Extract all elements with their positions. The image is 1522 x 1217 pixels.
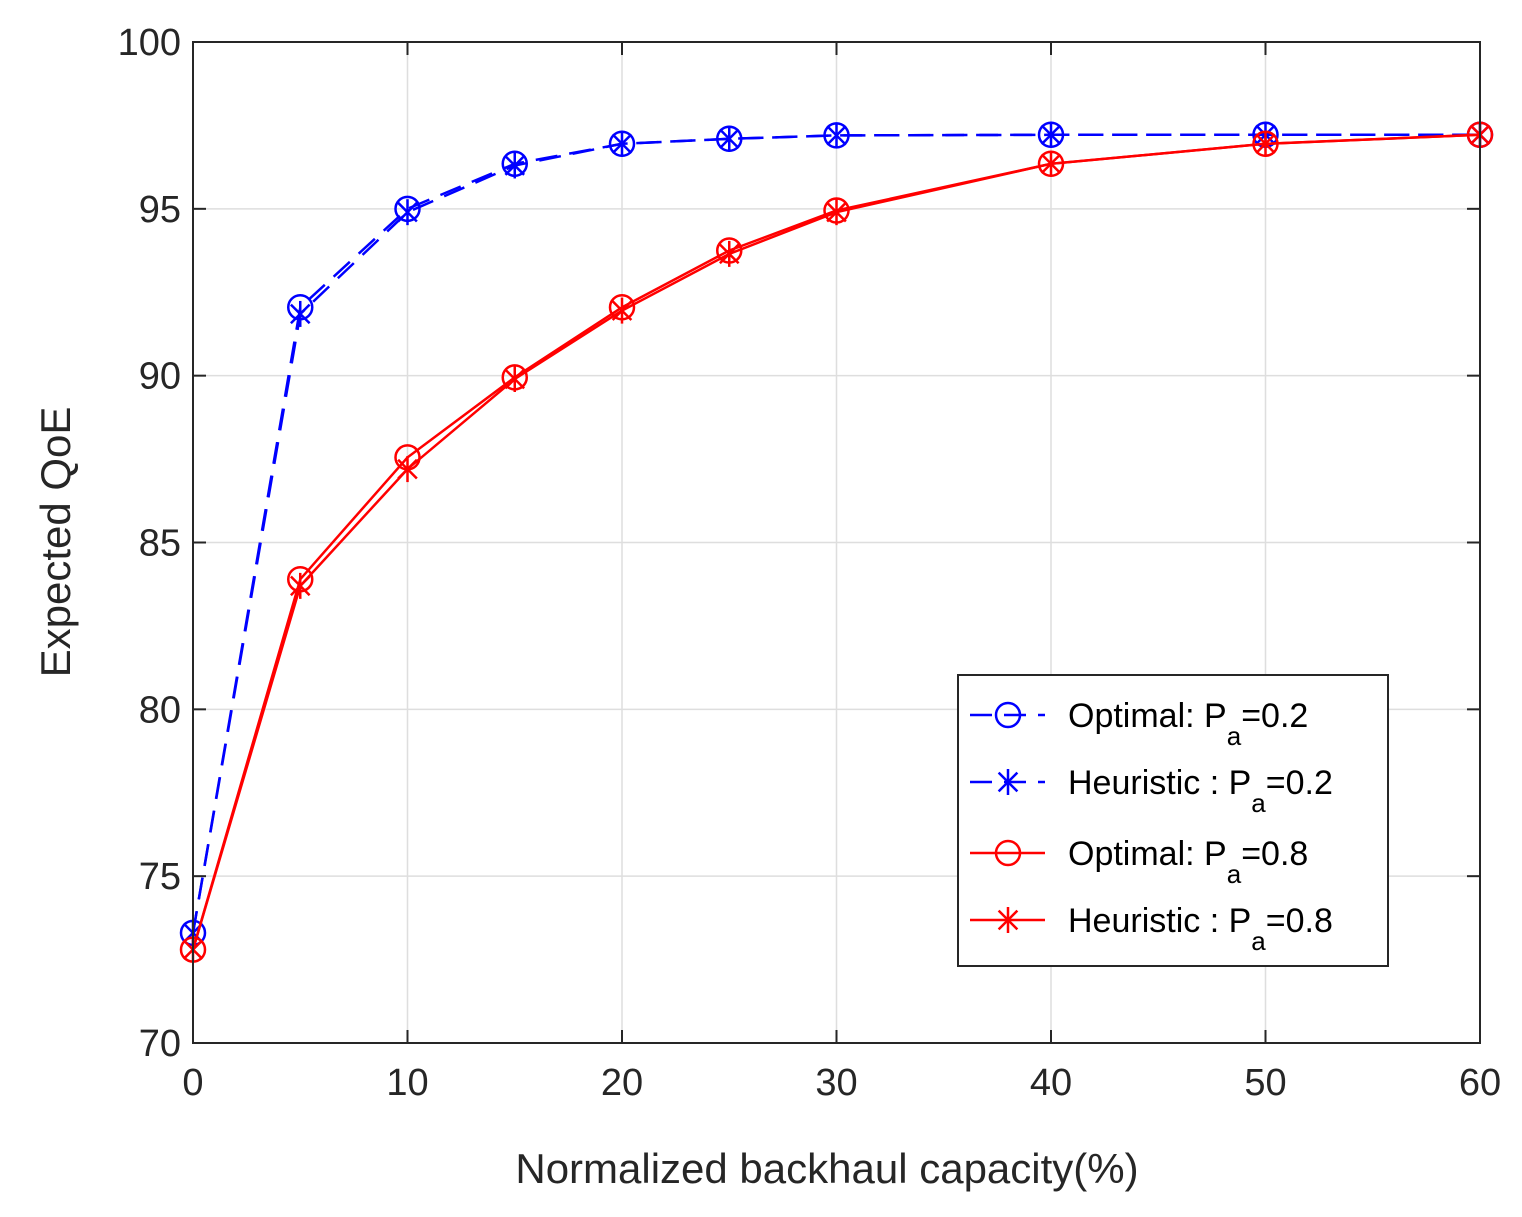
data-point-star [611, 130, 633, 157]
x-tick-label: 30 [815, 1062, 857, 1104]
legend-label-subscript: a [1227, 721, 1242, 751]
legend-box [957, 674, 1389, 967]
y-tick-label: 90 [139, 356, 181, 398]
legend-marker-star [997, 907, 1019, 933]
data-point-star [504, 366, 525, 393]
legend-marker-star [997, 769, 1019, 795]
legend-label-main: Heuristic : P [1068, 902, 1251, 940]
y-tick-label: 95 [139, 189, 181, 231]
legend-label: Heuristic : Pa=0.2 [1068, 764, 1333, 818]
star-stroke [504, 368, 525, 390]
series-layer [179, 121, 1494, 963]
series-line [191, 133, 1480, 934]
legend-label-subscript: a [1251, 926, 1266, 956]
x-tick-label: 0 [182, 1062, 203, 1104]
legend-marker-circle [994, 839, 1022, 867]
legend-label: Optimal: Pa=0.8 [1068, 835, 1308, 889]
star-stroke [826, 125, 847, 146]
legend-item: Optimal: Pa=0.8 [970, 835, 1308, 889]
star-stroke [290, 303, 311, 325]
legend-label: Heuristic : Pa=0.8 [1068, 902, 1333, 956]
star-stroke [719, 243, 740, 265]
x-tick-label: 50 [1244, 1062, 1286, 1104]
legend-label-value: =0.8 [1266, 902, 1333, 940]
legend-item: Optimal: Pa=0.2 [970, 697, 1308, 751]
legend-item: Heuristic : Pa=0.2 [970, 764, 1333, 818]
legend-label-value: =0.8 [1241, 835, 1308, 873]
y-axis-title: Expected QoE [32, 407, 79, 678]
legend-label-main: Heuristic : P [1068, 764, 1251, 802]
data-point-star [290, 300, 311, 327]
data-point-star [290, 572, 311, 599]
star-stroke [611, 133, 633, 155]
data-point-star [1040, 150, 1062, 177]
legend-label-subscript: a [1251, 788, 1266, 818]
x-tick-label: 60 [1459, 1062, 1501, 1104]
y-tick-label: 75 [139, 856, 181, 898]
star-stroke [826, 201, 847, 223]
y-tick-label: 100 [118, 22, 181, 64]
series-line [191, 133, 1481, 950]
star-stroke [719, 128, 740, 150]
legend-label-main: Optimal: P [1068, 835, 1227, 873]
star-stroke [504, 155, 525, 176]
star-stroke [1040, 153, 1062, 175]
data-point-star [1255, 130, 1276, 157]
x-axis-title: Normalized backhaul capacity(%) [515, 1145, 1138, 1192]
data-point-star [397, 456, 418, 483]
axis-ticks: 0 10 20 30 40 50 60 70 75 80 85 90 95 100 [118, 22, 1502, 1104]
data-point-star [719, 240, 740, 267]
data-point-star [397, 199, 418, 226]
star-stroke [1040, 124, 1062, 146]
y-tick-label: 70 [139, 1023, 181, 1065]
star-stroke [397, 201, 418, 223]
data-point-star [826, 199, 847, 226]
star-stroke [997, 909, 1019, 931]
legend-label-subscript: a [1227, 859, 1242, 889]
data-point-star [611, 297, 633, 324]
legend-label-main: Optimal: P [1068, 697, 1227, 735]
legend-marker-circle [994, 701, 1022, 729]
data-point-star [504, 152, 525, 179]
legend-item: Heuristic : Pa=0.8 [970, 902, 1333, 956]
data-point-star [826, 122, 847, 149]
data-point-star [719, 125, 740, 152]
star-stroke [997, 771, 1019, 793]
star-stroke [397, 458, 418, 480]
x-tick-label: 10 [386, 1062, 428, 1104]
star-stroke [611, 300, 633, 321]
legend-label: Optimal: Pa=0.2 [1068, 697, 1308, 751]
legend-label-value: =0.2 [1241, 697, 1308, 735]
y-tick-label: 80 [139, 689, 181, 731]
star-stroke [290, 575, 311, 597]
y-tick-label: 85 [139, 523, 181, 565]
data-point-star [1040, 121, 1062, 148]
legend-label-value: =0.2 [1266, 764, 1333, 802]
star-stroke [1255, 133, 1276, 155]
x-tick-label: 20 [601, 1062, 643, 1104]
x-tick-label: 40 [1030, 1062, 1072, 1104]
